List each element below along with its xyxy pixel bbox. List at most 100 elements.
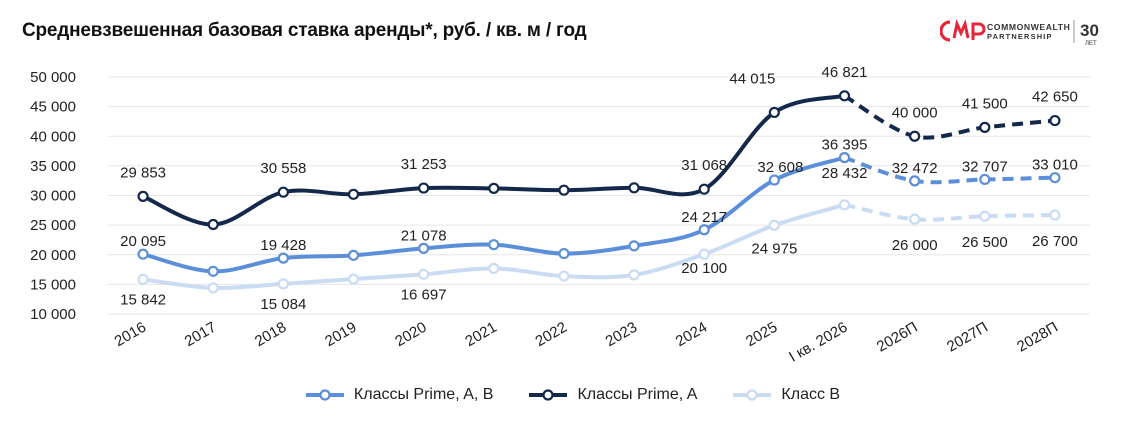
- data-label: 31 253: [401, 156, 447, 173]
- data-point: [838, 152, 851, 164]
- x-tick-label: 2022: [533, 319, 570, 350]
- data-label: 28 432: [822, 165, 868, 182]
- logo-brand-top: COMMONWEALTH: [987, 22, 1070, 32]
- data-label: 29 853: [120, 164, 166, 181]
- x-tick-label: 2016: [112, 319, 149, 350]
- series-line-forecast: [844, 202, 1055, 222]
- data-label: 30 558: [260, 160, 306, 177]
- x-tick-label: 2026П: [874, 319, 921, 356]
- x-tick-label: 2027П: [944, 319, 991, 356]
- y-axis-ticks: 10 000 15 000 20 000 25 000 30 000 35 000 40 0…: [30, 69, 76, 323]
- data-point: [488, 239, 500, 251]
- data-label: 42 650: [1032, 89, 1078, 106]
- legend-swatch: [305, 389, 344, 401]
- data-point: [488, 182, 500, 194]
- data-label: 26 000: [892, 237, 938, 254]
- y-tick-label: 50 000: [30, 69, 76, 86]
- data-point: [418, 182, 430, 194]
- series-lines: [137, 90, 1061, 294]
- data-point: [277, 186, 289, 198]
- series-2: [137, 199, 1061, 294]
- y-tick-label: 25 000: [30, 217, 76, 234]
- data-point: [558, 270, 570, 282]
- data-point: [558, 184, 570, 196]
- data-point: [1049, 172, 1061, 184]
- y-tick-label: 30 000: [30, 188, 76, 205]
- data-point: [277, 252, 289, 264]
- y-tick-label: 10 000: [30, 306, 76, 323]
- data-point: [207, 282, 219, 294]
- data-point: [347, 188, 360, 200]
- data-label: 44 015: [729, 70, 775, 87]
- commonwealth-partnership-logo: COMMONWEALTH PARTNERSHIP 30 ЛЕТ: [940, 19, 1099, 47]
- x-tick-label: 2024: [673, 319, 710, 350]
- legend-swatch: [529, 389, 568, 401]
- legend-item: Класс B: [731, 386, 840, 404]
- x-tick-label: 2025: [743, 319, 780, 350]
- legend-item: Классы Prime, A: [527, 386, 697, 404]
- data-point: [909, 213, 921, 225]
- x-tick-label: 2020: [392, 319, 429, 350]
- y-tick-label: 40 000: [30, 128, 76, 145]
- data-label: 15 084: [260, 296, 306, 313]
- legend-swatch: [733, 389, 772, 401]
- y-tick-label: 15 000: [30, 276, 76, 293]
- data-point: [628, 182, 640, 194]
- data-point: [768, 106, 780, 119]
- data-label: 31 068: [681, 157, 727, 174]
- logo-brand-bottom: PARTNERSHIP: [987, 32, 1053, 41]
- data-point: [1049, 209, 1061, 221]
- legend-label: Классы Prime, A, B: [353, 386, 494, 403]
- data-point: [979, 210, 991, 222]
- chart-title: Средневзвешенная базовая ставка аренды*,…: [22, 20, 587, 41]
- data-point: [137, 248, 149, 260]
- data-point: [628, 269, 640, 281]
- x-tick-label: 2028П: [1014, 319, 1061, 356]
- legend: Классы Prime, A, B Классы Prime, A Класс B: [0, 386, 1144, 404]
- legend-swatch-marker: [319, 389, 331, 401]
- data-point: [768, 174, 780, 186]
- logo-badge-text: ЛЕТ: [1085, 41, 1097, 47]
- series-line-forecast: [843, 94, 1056, 140]
- legend-item: Классы Prime, A, B: [304, 386, 494, 404]
- data-point: [698, 224, 710, 236]
- y-tick-label: 45 000: [30, 99, 76, 116]
- data-label: 32 608: [757, 159, 803, 176]
- data-point: [838, 90, 851, 102]
- data-point: [207, 218, 219, 231]
- data-label: 40 000: [892, 104, 938, 121]
- data-point: [838, 199, 851, 211]
- data-label: 20 100: [681, 260, 727, 277]
- y-tick-label: 20 000: [30, 247, 76, 264]
- data-label: 16 697: [401, 286, 447, 303]
- data-label: 46 821: [822, 64, 868, 81]
- x-tick-label: 2017: [182, 319, 219, 350]
- data-point: [207, 265, 219, 277]
- data-point: [979, 173, 991, 186]
- x-tick-label: 2018: [252, 319, 289, 350]
- legend-label: Класс B: [781, 386, 841, 403]
- series-line-forecast: [843, 155, 1055, 185]
- data-label: 20 095: [120, 233, 166, 250]
- data-label: 32 707: [962, 158, 1008, 175]
- data-label: 36 395: [822, 137, 868, 154]
- legend-label: Классы Prime, A: [577, 386, 698, 403]
- data-point: [698, 248, 710, 260]
- cmwp-monogram: [940, 19, 986, 42]
- data-labels: 20 095 19 428 21 078 24 217 32 608 36 395 32 4…: [120, 64, 1078, 313]
- data-point: [418, 268, 430, 280]
- x-tick-label: 2019: [322, 319, 359, 350]
- data-label: 24 975: [751, 240, 797, 257]
- data-label: 32 472: [892, 160, 938, 177]
- data-label: 19 428: [260, 237, 306, 254]
- data-label: 26 700: [1032, 233, 1078, 250]
- data-label: 26 500: [962, 234, 1008, 251]
- series-0: [137, 152, 1061, 277]
- data-point: [137, 273, 149, 285]
- x-axis-ticks: 2016 2017 2018 2019 2020 2021 2022 2023 2024 2025…: [112, 319, 1061, 366]
- data-point: [768, 219, 780, 231]
- data-point: [909, 130, 921, 142]
- x-tick-label: 2021: [462, 319, 499, 350]
- data-point: [347, 249, 360, 261]
